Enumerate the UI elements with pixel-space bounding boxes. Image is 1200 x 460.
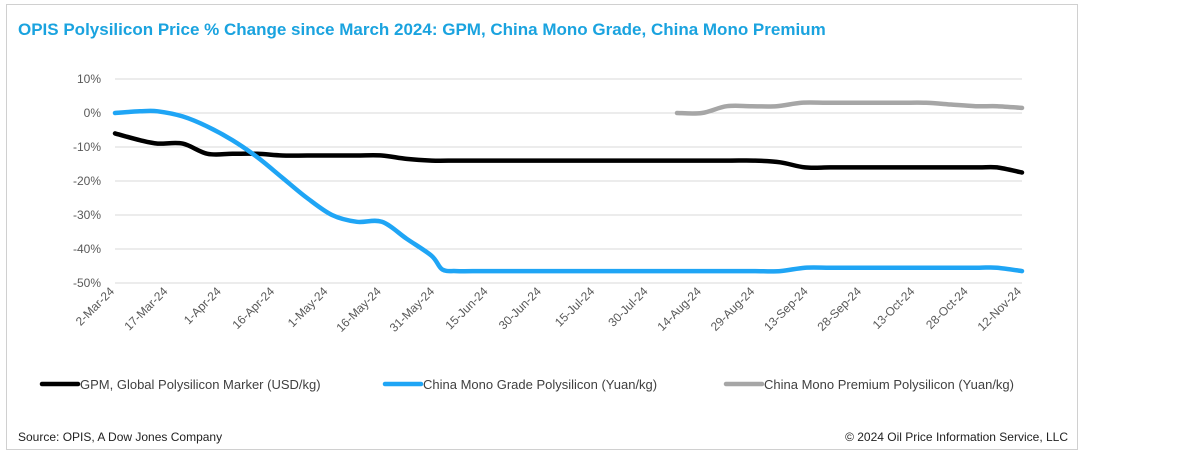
x-tick-label: 28-Oct-24 <box>923 284 971 332</box>
x-tick-label: 15-Jun-24 <box>442 284 490 332</box>
legend-label: GPM, Global Polysilicon Marker (USD/kg) <box>80 377 321 392</box>
legend-label: China Mono Grade Polysilicon (Yuan/kg) <box>423 377 657 392</box>
y-tick-label: -20% <box>73 174 101 188</box>
x-tick-label: 16-Apr-24 <box>230 284 278 332</box>
x-axis: 2-Mar-24 17-Mar-24 1-Apr-24 16-Apr-24 1-May-… <box>73 284 1025 335</box>
x-tick-label: 17-Mar-24 <box>121 284 170 333</box>
y-tick-label: -10% <box>73 140 101 154</box>
series-line-2 <box>112 108 1025 274</box>
copyright-note: © 2024 Oil Price Information Service, LL… <box>845 430 1068 444</box>
x-tick-label: 13-Sep-24 <box>761 284 811 334</box>
legend: GPM, Global Polysilicon Marker (USD/kg) C… <box>39 377 1014 392</box>
x-tick-label: 2-Mar-24 <box>73 284 118 329</box>
x-tick-label: 13-Oct-24 <box>870 284 918 332</box>
y-tick-label: 0% <box>84 106 102 120</box>
source-note: Source: OPIS, A Dow Jones Company <box>18 430 223 444</box>
y-axis: 10% 0% -10% -20% -30% -40% -50% <box>73 72 101 290</box>
y-tick-label: -30% <box>73 208 101 222</box>
x-tick-label: 1-Apr-24 <box>181 284 224 327</box>
series-lines <box>112 100 1025 274</box>
x-tick-label: 15-Jul-24 <box>552 284 598 330</box>
x-tick-label: 14-Aug-24 <box>654 284 704 334</box>
x-tick-label: 30-Jul-24 <box>605 284 651 330</box>
x-tick-label: 12-Nov-24 <box>975 284 1025 334</box>
x-tick-label: 28-Sep-24 <box>815 284 865 334</box>
x-tick-label: 30-Jun-24 <box>496 284 544 332</box>
chart-frame <box>6 4 1078 450</box>
y-tick-label: -50% <box>73 276 101 290</box>
chart-title: OPIS Polysilicon Price % Change since Ma… <box>18 20 826 39</box>
series-line-1 <box>112 131 1025 175</box>
legend-label: China Mono Premium Polysilicon (Yuan/kg) <box>764 377 1014 392</box>
y-tick-label: 10% <box>77 72 101 86</box>
x-tick-label: 29-Aug-24 <box>708 284 758 334</box>
x-tick-label: 1-May-24 <box>285 284 331 330</box>
x-tick-label: 16-May-24 <box>333 284 384 335</box>
x-tick-label: 31-May-24 <box>387 284 438 335</box>
series-line-3 <box>674 100 1025 116</box>
grid <box>115 78 1022 284</box>
y-tick-label: -40% <box>73 242 101 256</box>
